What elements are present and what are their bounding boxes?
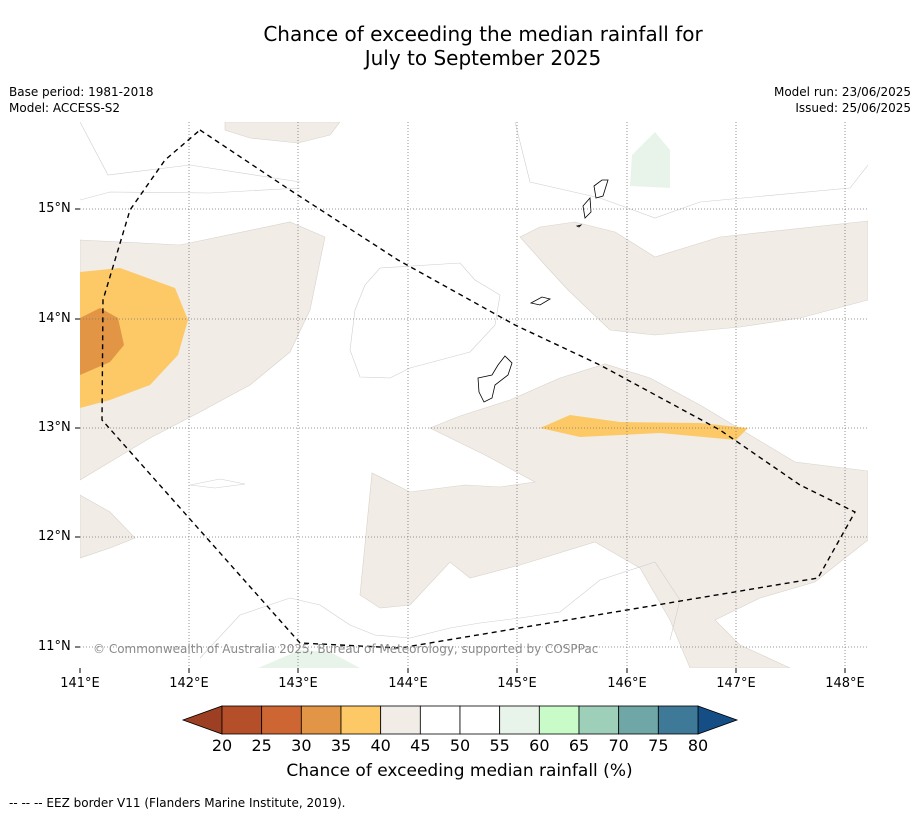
colorbar-title: Chance of exceeding median rainfall (%) (286, 761, 633, 781)
colorbar-cell (340, 705, 382, 735)
lat-label-13: 13°N (38, 420, 71, 435)
issued-label: Issued: 25/06/2025 (795, 101, 911, 115)
lon-label-143: 143°E (278, 676, 318, 691)
model-run-label: Model run: 23/06/2025 (773, 85, 911, 99)
colorbar-cell (538, 705, 580, 735)
lon-label-142: 142°E (169, 676, 209, 691)
lat-label-15: 15°N (38, 201, 71, 216)
map-title: Chance of exceeding the median rainfall … (0, 22, 919, 70)
lat-label-11: 11°N (38, 639, 71, 654)
model-label: Model: ACCESS-S2 (9, 101, 121, 115)
tinian-island (582, 197, 592, 219)
colorbar-tick-label: 65 (568, 736, 590, 755)
colorbar-tick-label: 35 (330, 736, 352, 755)
title-line-1: Chance of exceeding the median rainfall … (263, 22, 703, 46)
colorbar-cell (380, 705, 421, 735)
lon-label-147: 147°E (716, 676, 756, 691)
saipan-island (593, 179, 609, 199)
colorbar-tick-label: 55 (489, 736, 510, 755)
colorbar-tick-label: 70 (608, 736, 629, 755)
colorbar-cell (578, 705, 620, 735)
colorbar-cell (261, 705, 302, 735)
copyright-notice: © Commonwealth of Australia 2025, Bureau… (93, 642, 599, 656)
colorbar-cell (657, 705, 699, 735)
colorbar (181, 705, 739, 735)
colorbar-tick-label: 80 (687, 736, 709, 755)
lat-label-14: 14°N (38, 311, 71, 326)
colorbar-tick-label: 25 (251, 736, 272, 755)
tick-marks (75, 208, 846, 673)
eez-legend: -- -- -- EEZ border V11 (Flanders Marine… (9, 796, 346, 810)
lon-label-145: 145°E (497, 676, 537, 691)
colorbar-tick-label: 60 (529, 736, 550, 755)
colorbar-cell (459, 705, 501, 735)
islands (477, 179, 609, 403)
colorbar-tick-label: 20 (211, 736, 233, 755)
rota-island (529, 296, 552, 306)
title-line-2: July to September 2025 (364, 46, 602, 70)
lon-label-146: 146°E (607, 676, 647, 691)
colorbar-tick-label: 40 (370, 736, 391, 755)
orange-zone-west (80, 268, 188, 408)
colorbar-tick-label: 45 (410, 736, 431, 755)
colorbar-cell (618, 705, 659, 735)
grid-lines (80, 122, 868, 668)
colorbar-tick-label: 75 (648, 736, 669, 755)
meta-left: Base period: 1981-2018 Model: ACCESS-S2 (9, 84, 154, 116)
base-period-label: Base period: 1981-2018 (9, 85, 154, 99)
map-plot-area (80, 122, 868, 668)
green-zone-north (630, 132, 670, 188)
colorbar-cell (419, 705, 461, 735)
contour-lines (80, 122, 868, 659)
colorbar-over-arrow (697, 705, 739, 735)
green-zone-south (258, 650, 360, 668)
colorbar-tick-label: 50 (449, 736, 471, 755)
colorbar-cell (300, 705, 342, 735)
colorbar-cell (499, 705, 540, 735)
guam-island (477, 355, 513, 403)
colorbar-under-arrow (181, 705, 223, 735)
lon-label-148: 148°E (825, 676, 865, 691)
colorbar-tick-label: 30 (291, 736, 312, 755)
meta-right: Model run: 23/06/2025 Issued: 25/06/2025 (774, 84, 911, 116)
lon-label-144: 144°E (388, 676, 428, 691)
orange-zone-east (540, 415, 748, 440)
lon-label-141: 141°E (60, 676, 100, 691)
colorbar-cell (221, 705, 263, 735)
lat-label-12: 12°N (38, 529, 71, 544)
